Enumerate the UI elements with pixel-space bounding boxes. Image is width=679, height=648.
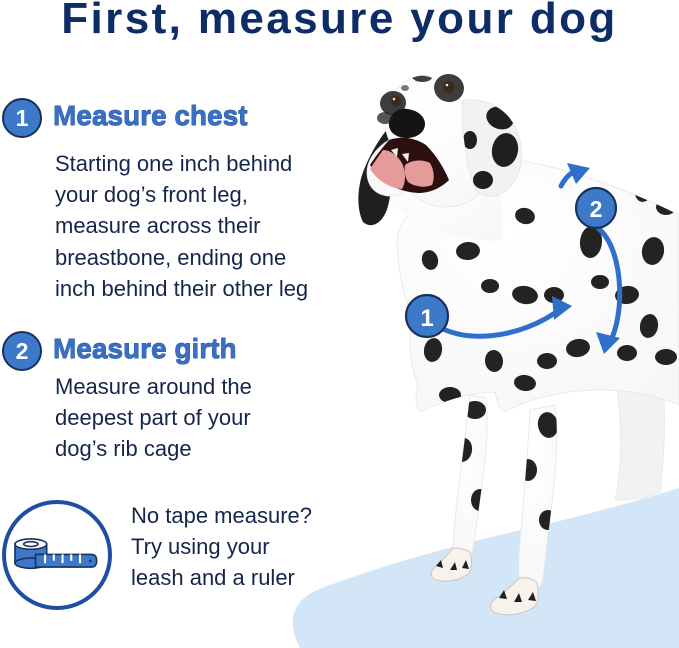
svg-text:2: 2 — [590, 196, 603, 222]
svg-text:1: 1 — [420, 305, 433, 332]
